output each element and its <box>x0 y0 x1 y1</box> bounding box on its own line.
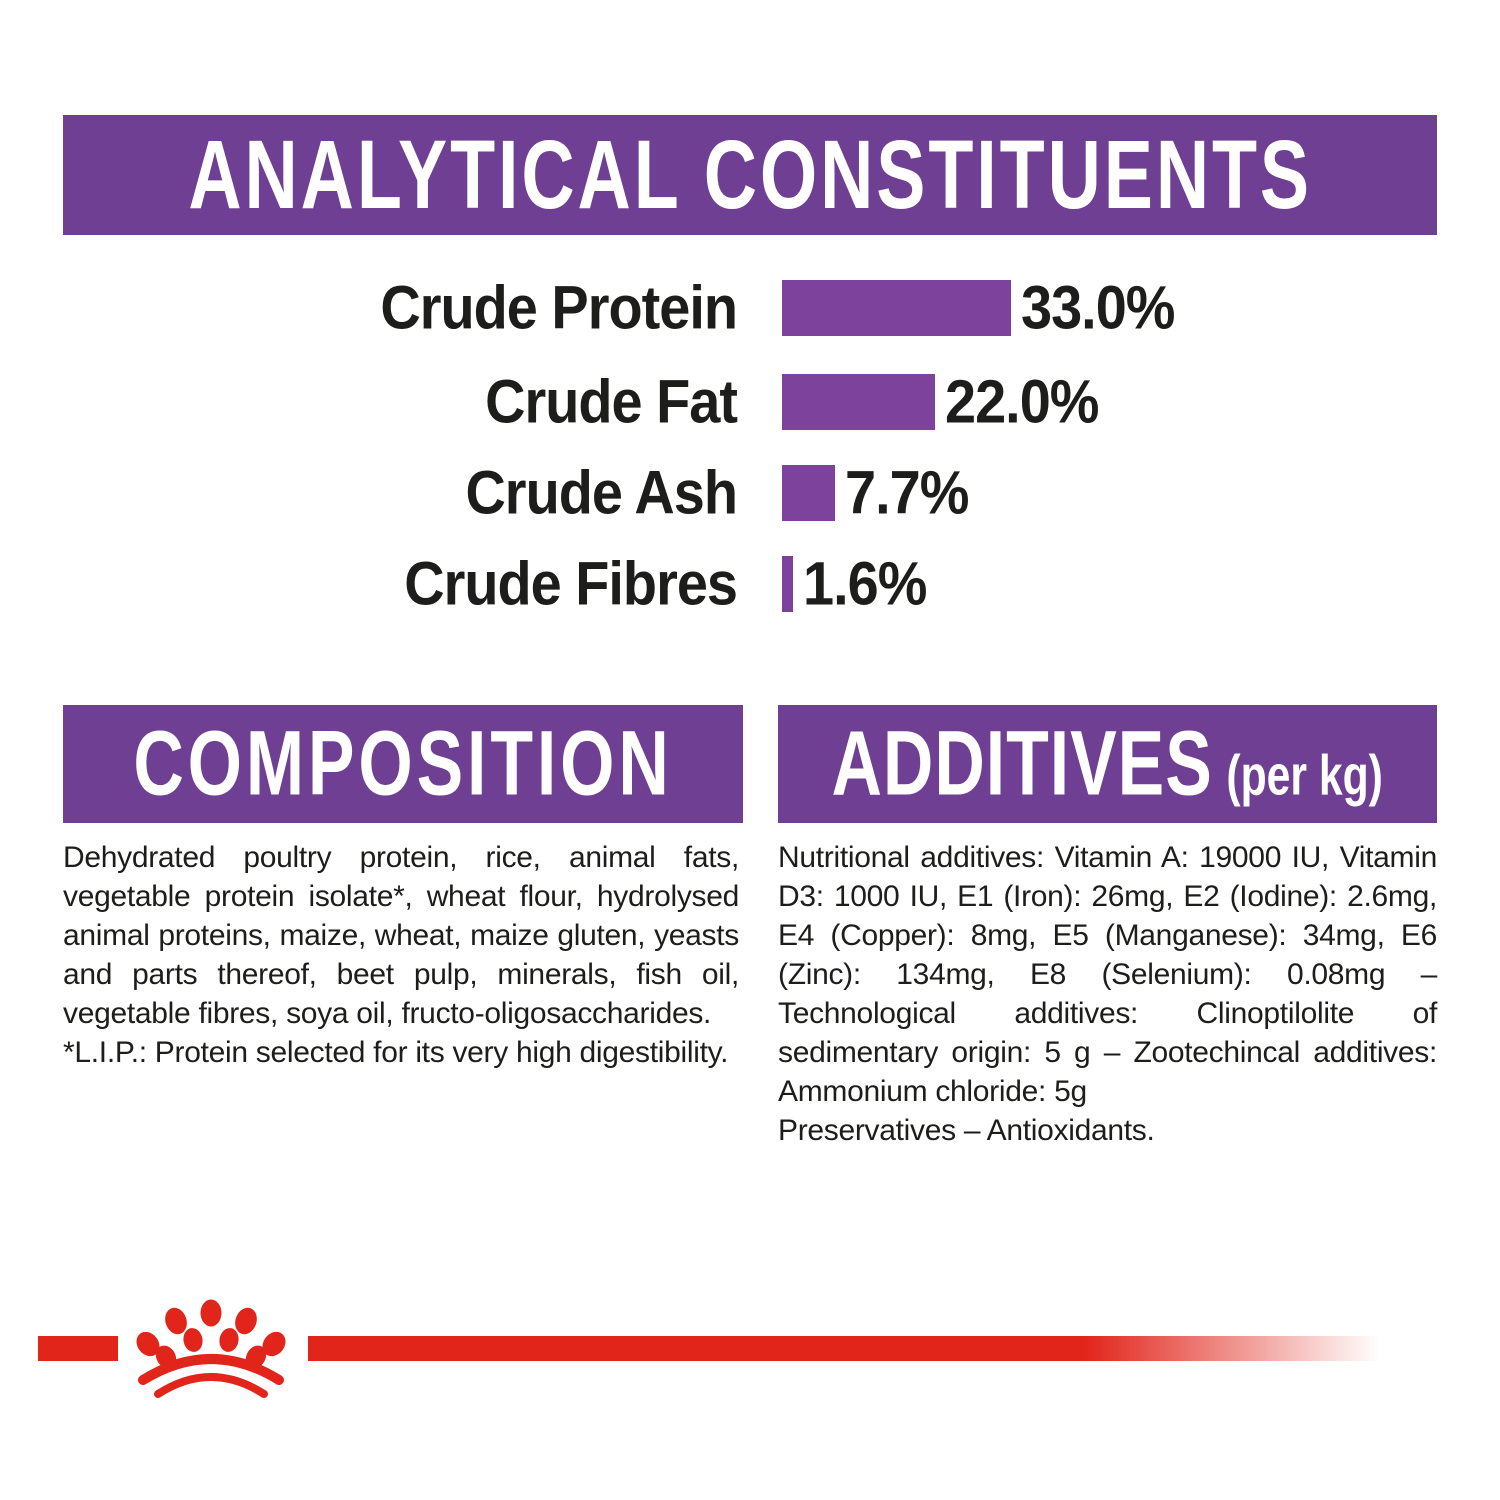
chart-value-crude-fat: 22.0% <box>945 367 1099 437</box>
chart-bar-crude-ash <box>782 465 835 521</box>
chart-row-crude-fat: Crude Fat 22.0% <box>63 367 1437 436</box>
chart-label-crude-protein: Crude Protein <box>380 273 738 343</box>
additives-banner: ADDITIVES (per kg) <box>778 705 1437 823</box>
chart-label-crude-fibres: Crude Fibres <box>404 549 738 619</box>
additives-title: ADDITIVES (per kg) <box>832 712 1383 817</box>
royal-canin-crown-icon <box>136 1299 286 1398</box>
composition-banner: COMPOSITION <box>63 705 743 823</box>
chart-bar-crude-protein <box>782 280 1011 336</box>
analytical-constituents-banner: ANALYTICAL CONSTITUENTS <box>63 115 1437 235</box>
chart-row-crude-protein: Crude Protein 33.0% <box>63 273 1437 342</box>
chart-label-crude-fat: Crude Fat <box>485 367 738 437</box>
additives-title-main: ADDITIVES <box>831 712 1214 816</box>
chart-value-crude-fibres: 1.6% <box>803 549 927 619</box>
chart-label-crude-ash: Crude Ash <box>465 458 738 528</box>
additives-title-suffix: (per kg) <box>1226 744 1384 808</box>
chart-value-crude-protein: 33.0% <box>1021 273 1175 343</box>
additives-body-text: Nutritional additives: Vitamin A: 19000 … <box>778 841 1437 1147</box>
chart-bar-crude-fat <box>782 374 935 430</box>
chart-row-crude-fibres: Crude Fibres 1.6% <box>63 549 1437 618</box>
chart-value-crude-ash: 7.7% <box>845 458 969 528</box>
composition-body-text: Dehydrated poultry protein, rice, animal… <box>63 841 739 1069</box>
chart-row-crude-ash: Crude Ash 7.7% <box>63 458 1437 527</box>
chart-bar-crude-fibres <box>782 556 793 612</box>
analytical-constituents-title: ANALYTICAL CONSTITUENTS <box>188 120 1312 230</box>
composition-title: COMPOSITION <box>133 712 673 816</box>
